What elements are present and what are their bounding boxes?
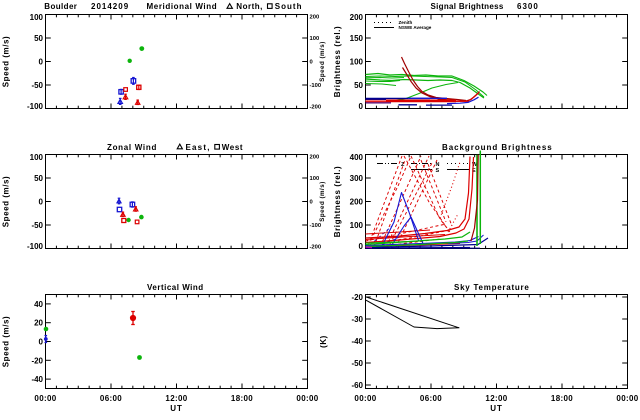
svg-text:-40: -40 bbox=[31, 375, 43, 384]
svg-text:N: N bbox=[436, 162, 440, 168]
svg-text:-100: -100 bbox=[310, 223, 322, 229]
svg-text:UT: UT bbox=[490, 404, 502, 413]
svg-text:18:00: 18:00 bbox=[551, 394, 573, 403]
svg-text:-20: -20 bbox=[31, 356, 43, 365]
svg-text:-50: -50 bbox=[31, 221, 43, 230]
svg-text:Brightness (rel.): Brightness (rel.) bbox=[333, 26, 342, 98]
svg-text:100: 100 bbox=[310, 176, 320, 182]
svg-text:-20: -20 bbox=[351, 293, 363, 302]
svg-text:Speed (m/s): Speed (m/s) bbox=[319, 181, 326, 222]
svg-text:00:00: 00:00 bbox=[34, 394, 56, 403]
svg-text:00:00: 00:00 bbox=[616, 394, 638, 403]
svg-text:50: 50 bbox=[354, 81, 363, 90]
svg-text:Speed (m/s): Speed (m/s) bbox=[319, 41, 326, 82]
svg-text:300: 300 bbox=[350, 174, 364, 183]
svg-text:06:00: 06:00 bbox=[100, 394, 122, 403]
svg-text:00:00: 00:00 bbox=[296, 394, 318, 403]
svg-text:Zonal Wind: Zonal Wind bbox=[107, 143, 157, 152]
svg-text:6300: 6300 bbox=[517, 2, 539, 11]
svg-text:200: 200 bbox=[310, 15, 320, 21]
svg-text:Vertical Wind: Vertical Wind bbox=[147, 283, 204, 292]
svg-text:Speed (m/s): Speed (m/s) bbox=[2, 316, 11, 367]
svg-text:0: 0 bbox=[359, 102, 364, 111]
svg-text:200: 200 bbox=[350, 198, 364, 207]
svg-text:S: S bbox=[436, 168, 440, 174]
svg-text:-200: -200 bbox=[310, 105, 322, 111]
svg-text:-50: -50 bbox=[351, 359, 363, 368]
svg-text:Meridional Wind: Meridional Wind bbox=[147, 2, 218, 11]
svg-text:0: 0 bbox=[39, 338, 44, 347]
svg-text:Background Brightness: Background Brightness bbox=[442, 143, 553, 152]
svg-text:50: 50 bbox=[34, 174, 43, 183]
svg-text:UT: UT bbox=[170, 404, 182, 413]
svg-text:-60: -60 bbox=[351, 381, 363, 390]
svg-text:Brightness (rel.): Brightness (rel.) bbox=[333, 166, 342, 238]
svg-text:150: 150 bbox=[350, 34, 364, 43]
svg-text:Speed (m/s): Speed (m/s) bbox=[2, 176, 11, 227]
svg-text:-30: -30 bbox=[351, 315, 363, 324]
svg-text:0: 0 bbox=[310, 200, 313, 206]
svg-text:100: 100 bbox=[350, 221, 364, 230]
svg-text:00:00: 00:00 bbox=[354, 394, 376, 403]
svg-text:0: 0 bbox=[39, 58, 44, 67]
svg-text:0: 0 bbox=[39, 198, 44, 207]
svg-text:North,: North, bbox=[236, 2, 263, 11]
svg-text:-100: -100 bbox=[310, 83, 322, 89]
svg-text:Sky Temperature: Sky Temperature bbox=[454, 283, 530, 292]
svg-text:Boulder: Boulder bbox=[44, 2, 77, 11]
svg-text:Signal Brightness: Signal Brightness bbox=[431, 2, 504, 11]
svg-text:West: West bbox=[222, 143, 243, 152]
svg-text:-100: -100 bbox=[27, 242, 44, 251]
svg-text:20: 20 bbox=[34, 319, 43, 328]
svg-text:E: E bbox=[472, 168, 476, 174]
svg-text:-40: -40 bbox=[351, 337, 363, 346]
svg-text:NSWE Average: NSWE Average bbox=[399, 25, 432, 30]
svg-text:0: 0 bbox=[359, 242, 364, 251]
svg-text:W: W bbox=[472, 162, 478, 168]
svg-text:0: 0 bbox=[310, 60, 313, 66]
svg-text:-200: -200 bbox=[310, 245, 322, 251]
svg-text:2014209: 2014209 bbox=[91, 2, 129, 11]
svg-text:100: 100 bbox=[310, 36, 320, 42]
svg-text:50: 50 bbox=[34, 34, 43, 43]
svg-text:Z: Z bbox=[401, 162, 405, 168]
svg-text:100: 100 bbox=[30, 13, 44, 22]
svg-text:40: 40 bbox=[34, 300, 43, 309]
svg-text:12:00: 12:00 bbox=[485, 394, 507, 403]
svg-text:South: South bbox=[275, 2, 303, 11]
svg-text:(K): (K) bbox=[319, 335, 328, 348]
svg-text:200: 200 bbox=[310, 155, 320, 161]
svg-text:East,: East, bbox=[186, 143, 211, 152]
svg-text:100: 100 bbox=[350, 58, 364, 67]
svg-text:Zenith: Zenith bbox=[399, 20, 413, 25]
svg-text:100: 100 bbox=[30, 153, 44, 162]
svg-text:12:00: 12:00 bbox=[165, 394, 187, 403]
svg-text:06:00: 06:00 bbox=[420, 394, 442, 403]
svg-text:-50: -50 bbox=[31, 81, 43, 90]
svg-text:Speed (m/s): Speed (m/s) bbox=[2, 36, 11, 87]
svg-text:400: 400 bbox=[350, 153, 364, 162]
svg-text:18:00: 18:00 bbox=[231, 394, 253, 403]
svg-text:200: 200 bbox=[350, 13, 364, 22]
svg-text:-100: -100 bbox=[27, 102, 44, 111]
